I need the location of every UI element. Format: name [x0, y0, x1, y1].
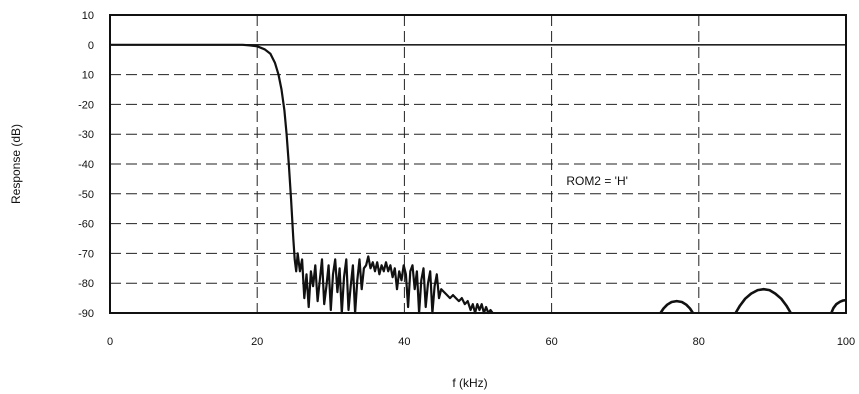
x-axis-title: f (kHz)	[452, 376, 487, 390]
y-tick-labels: 10 0 10 -20 -30 -40 -50 -60 -70 -80 -90	[78, 10, 94, 320]
plot-frame	[109, 14, 847, 314]
y-tick-label: -70	[78, 248, 94, 260]
response-curve-1	[110, 43, 494, 315]
y-tick-label: -50	[78, 189, 94, 201]
response-curve-2	[659, 299, 694, 314]
x-tick-label: 60	[545, 336, 557, 348]
grid-layer	[110, 15, 846, 313]
x-tick-label: 100	[837, 336, 855, 348]
y-tick-label: -80	[78, 278, 94, 290]
y-tick-label: -30	[78, 129, 94, 141]
x-tick-label: 40	[398, 336, 410, 348]
y-tick-label: 10	[82, 70, 94, 82]
y-tick-label: 10	[82, 10, 94, 22]
response-curve-4	[830, 298, 847, 314]
y-axis-title: Response (dB)	[9, 124, 23, 204]
x-tick-label: 20	[251, 336, 263, 348]
response-curve-3	[734, 287, 792, 314]
y-tick-label: -40	[78, 159, 94, 171]
series-layer	[110, 43, 847, 315]
rom2-annotation: ROM2 = 'H'	[566, 174, 628, 188]
x-tick-labels: 0 20 40 60 80 100	[107, 336, 855, 348]
x-tick-label: 80	[693, 336, 705, 348]
y-tick-label: -90	[78, 308, 94, 320]
x-tick-label: 0	[107, 336, 113, 348]
y-tick-label: 0	[88, 40, 94, 52]
y-tick-label: -60	[78, 219, 94, 231]
y-tick-label: -20	[78, 99, 94, 111]
